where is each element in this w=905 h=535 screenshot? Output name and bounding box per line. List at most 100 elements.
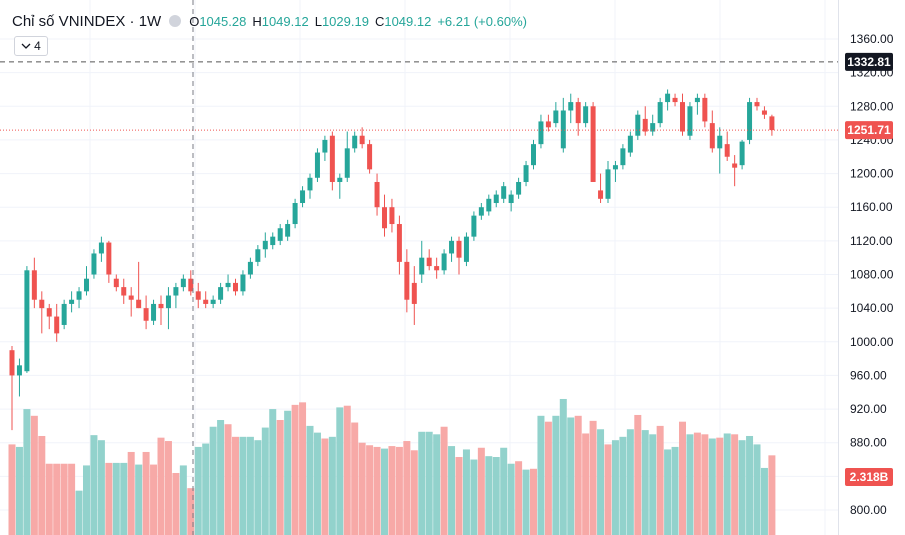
y-tick-label: 960.00	[850, 368, 887, 382]
y-tick-label: 1000.00	[850, 335, 894, 349]
volume-bar	[313, 432, 321, 535]
candle	[486, 194, 492, 216]
volume-bar	[254, 440, 262, 535]
candle	[516, 177, 522, 199]
candle	[195, 282, 201, 309]
chevron-down-icon	[21, 43, 31, 49]
candle	[396, 215, 402, 275]
volume-bar	[679, 421, 686, 535]
close-value: 1049.12	[384, 13, 432, 29]
change-value: +6.21 (+0.60%)	[437, 13, 527, 29]
candle	[732, 155, 738, 187]
candle	[404, 249, 410, 313]
candle	[531, 139, 536, 170]
candle	[158, 295, 164, 325]
candle	[590, 102, 596, 182]
candle	[463, 232, 469, 267]
indicator-toggle-button[interactable]: 4	[14, 36, 48, 56]
candle	[672, 93, 678, 107]
candle	[54, 303, 60, 342]
volume-bar	[83, 465, 90, 535]
symbol-title[interactable]: Chỉ số VNINDEX · 1W	[12, 12, 162, 30]
volume-bar	[328, 436, 336, 535]
candle	[575, 97, 581, 136]
last-price-tag: 1251.71	[845, 121, 893, 140]
volume-bar	[97, 440, 105, 535]
candle	[203, 291, 209, 309]
volume-bar	[306, 425, 314, 535]
close-label: C	[374, 13, 385, 29]
candle	[322, 135, 328, 161]
volume-bar	[515, 461, 523, 535]
candle	[627, 131, 633, 157]
volume-bar	[299, 402, 307, 535]
candle	[31, 257, 37, 309]
volume-bar	[693, 432, 701, 535]
candle	[180, 274, 186, 292]
volume-bar	[179, 465, 187, 535]
price-axis[interactable]: 1360.001320.001280.001240.001200.001160.…	[838, 0, 894, 535]
candlesticks	[9, 89, 775, 431]
svg-text:1332.81: 1332.81	[847, 55, 891, 69]
candle	[292, 198, 298, 229]
y-tick-label: 920.00	[850, 402, 887, 416]
candle	[277, 224, 283, 246]
volume-bar	[351, 422, 359, 535]
open-label: O	[189, 13, 200, 29]
volume-bar	[731, 434, 739, 535]
volume-bar	[246, 436, 254, 535]
candle	[16, 358, 22, 397]
volume-bar	[492, 457, 500, 535]
candle	[367, 139, 373, 174]
candle	[329, 131, 335, 191]
candle	[188, 270, 194, 296]
volume-bar	[746, 435, 754, 535]
candle	[270, 232, 276, 250]
candle	[493, 190, 499, 208]
volume-bar	[701, 434, 709, 535]
candle	[724, 131, 730, 161]
volume-bar	[760, 467, 768, 535]
volume-bar	[381, 448, 388, 535]
volume-bar	[239, 436, 247, 535]
candle	[165, 287, 171, 330]
volume-bar	[716, 437, 724, 535]
candle	[307, 173, 313, 199]
volume-bar	[142, 451, 150, 535]
candle	[9, 345, 15, 431]
volume-bar	[477, 447, 485, 535]
volume-bar	[15, 446, 23, 535]
volume-bar	[552, 415, 560, 535]
candle	[620, 144, 626, 170]
y-tick-label: 1360.00	[850, 32, 894, 46]
volume-bar	[507, 463, 515, 535]
volume-bar	[30, 415, 38, 535]
volume-bar	[209, 426, 217, 535]
volume-bar	[470, 459, 478, 535]
y-tick-label: 800.00	[850, 503, 887, 517]
candle	[382, 194, 387, 237]
candle	[687, 102, 693, 140]
candle	[560, 97, 566, 153]
candle	[635, 110, 641, 140]
volume-bar	[440, 426, 448, 535]
candle	[568, 93, 574, 124]
volume-bar	[135, 464, 143, 535]
candle	[441, 249, 447, 275]
candle	[136, 261, 142, 309]
chart-header: Chỉ số VNINDEX · 1W O1045.28 H1049.12 L1…	[12, 10, 527, 32]
volume-bar	[373, 446, 381, 535]
volume-bar	[574, 415, 582, 535]
volume-bar	[626, 429, 634, 535]
candle	[359, 127, 365, 149]
volume-bar	[366, 445, 374, 535]
volume-bar	[448, 446, 456, 535]
candle	[98, 236, 104, 262]
candle	[769, 114, 775, 136]
volume-bar	[723, 433, 731, 535]
volume-bar	[112, 462, 120, 535]
volume-bar	[388, 446, 396, 535]
candle	[143, 295, 149, 330]
volume-bar	[150, 464, 158, 535]
